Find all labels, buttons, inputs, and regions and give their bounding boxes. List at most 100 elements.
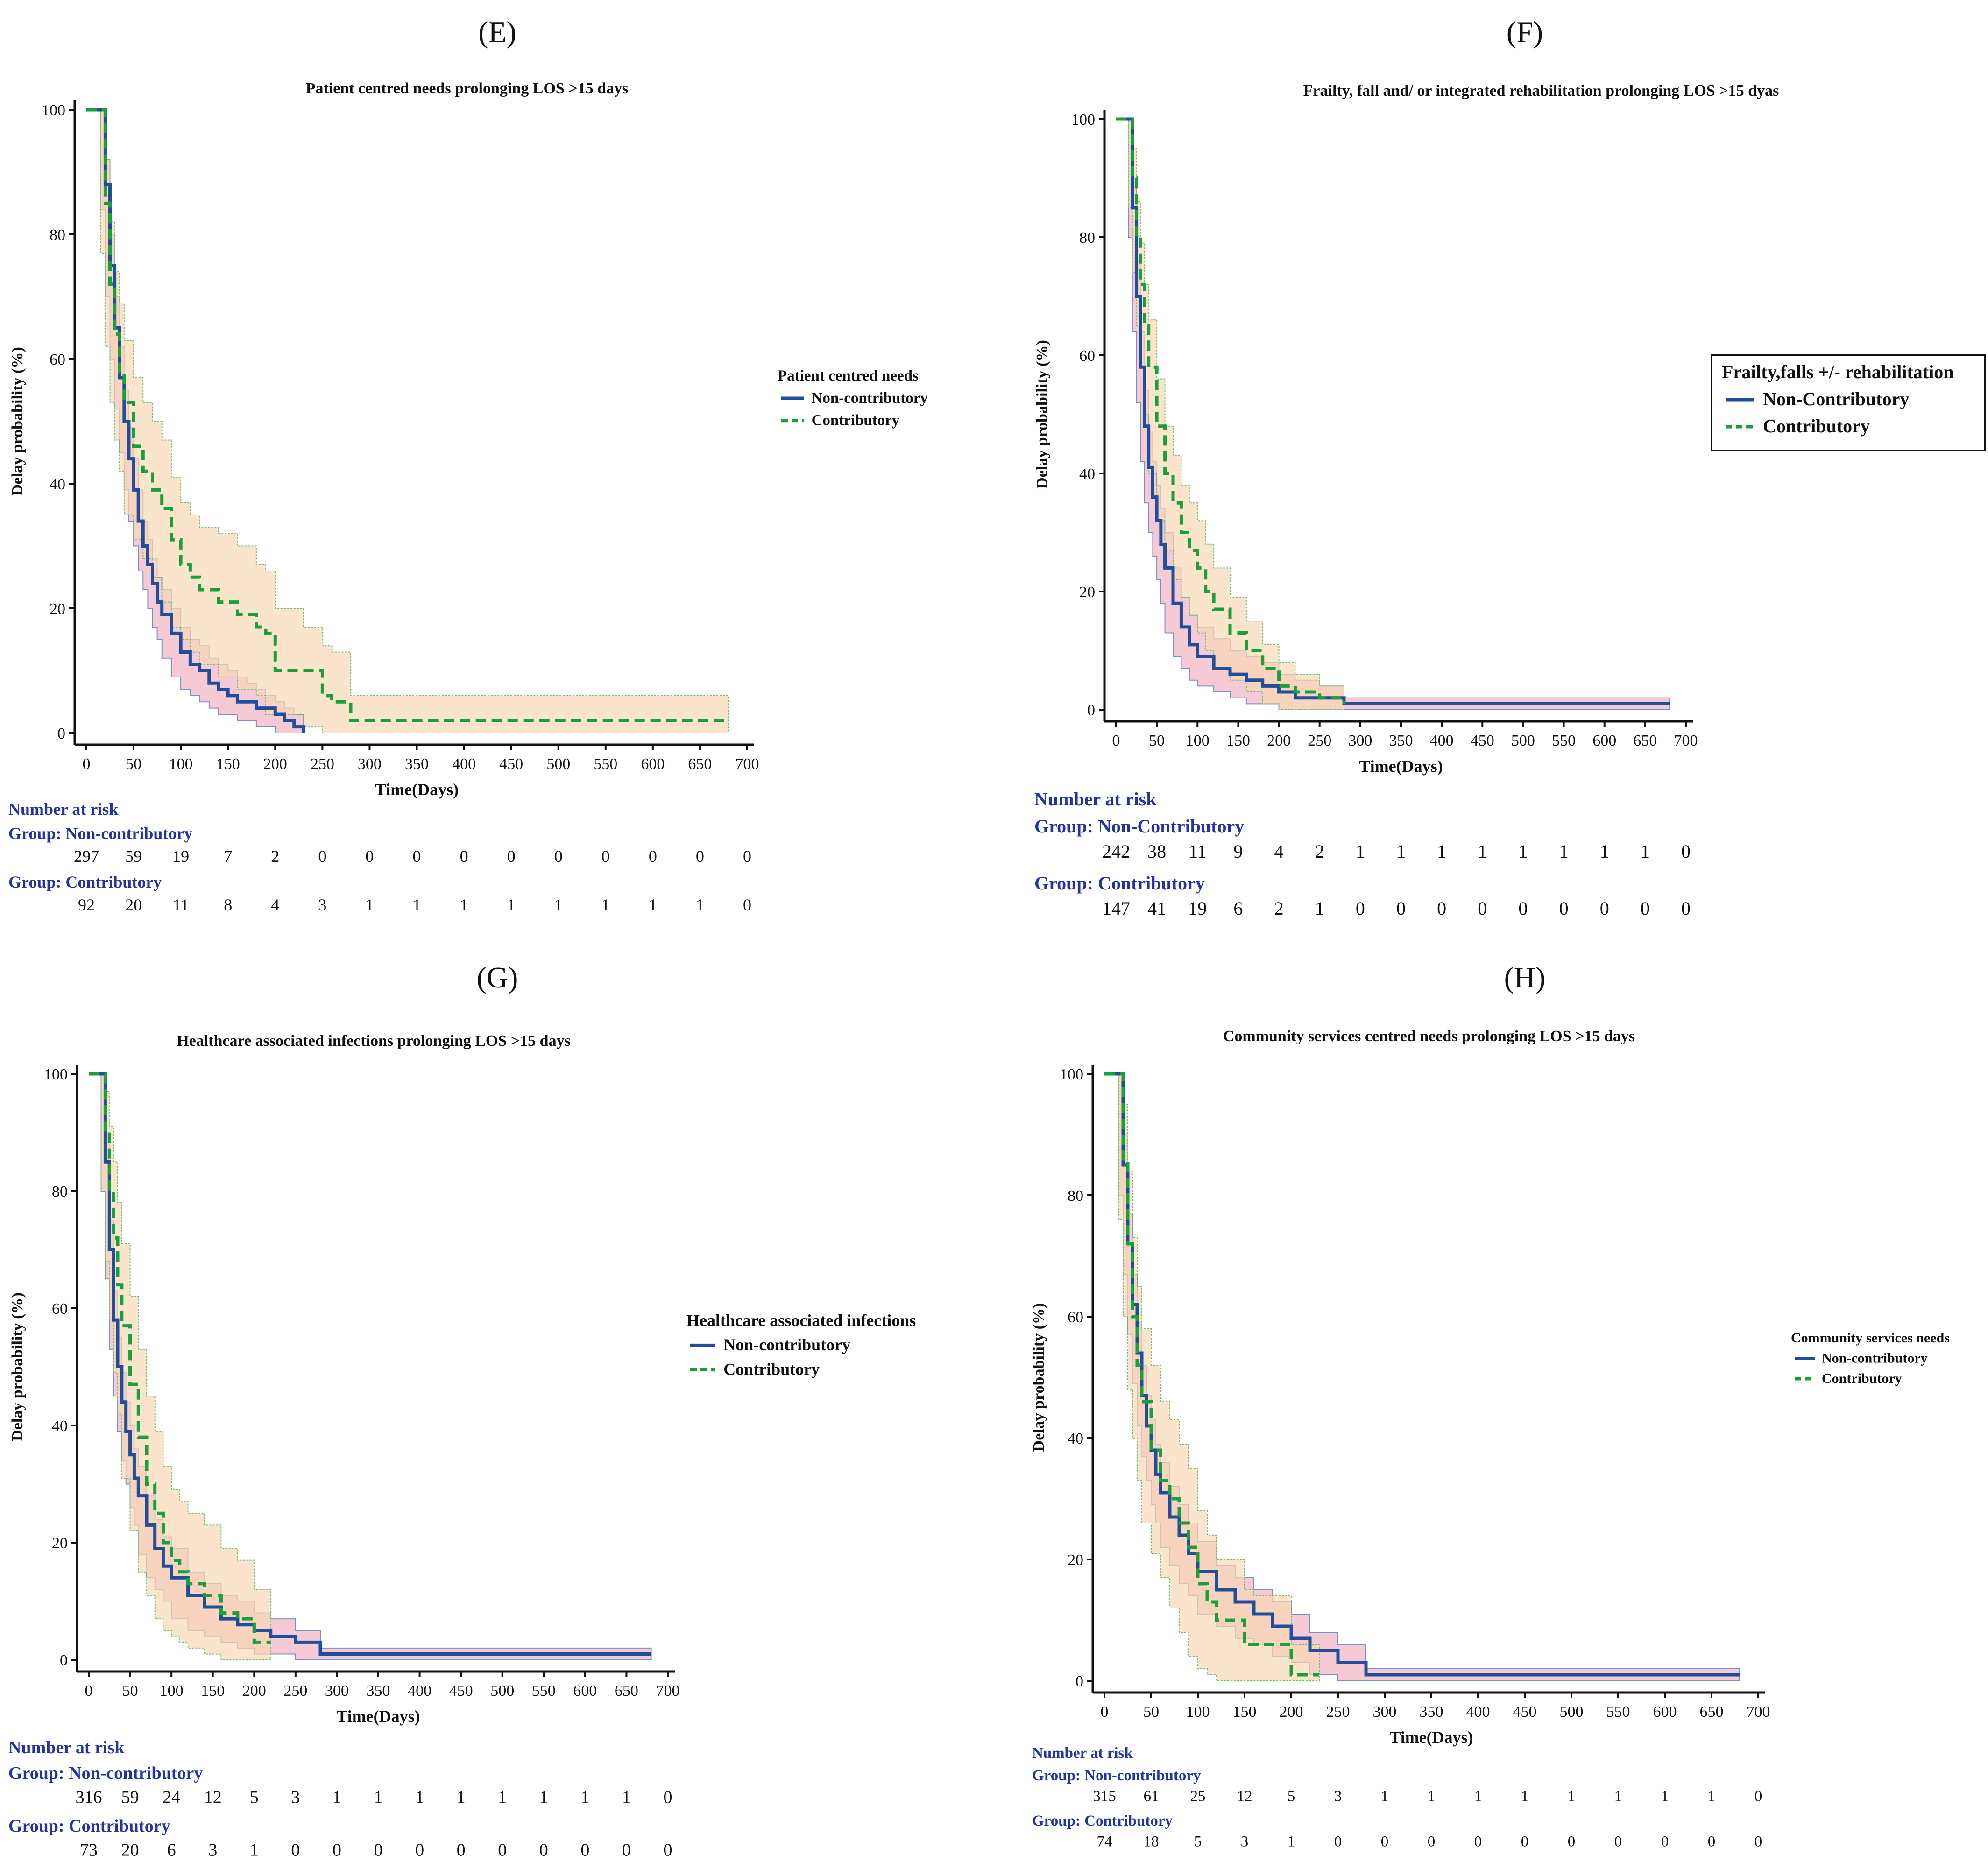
legend: Community services needs Non-contributory… xyxy=(1791,1330,1950,1386)
panel-label: (F) xyxy=(1507,15,1543,49)
x-tick-label: 150 xyxy=(1226,732,1250,749)
legend-label: Contributory xyxy=(1822,1371,1902,1386)
y-tick-label: 100 xyxy=(42,102,65,119)
x-tick-label: 700 xyxy=(656,1682,680,1700)
risk-count: 0 xyxy=(664,1840,672,1860)
risk-count: 0 xyxy=(365,847,374,866)
risk-count: 1 xyxy=(1559,841,1569,862)
risk-count: 1 xyxy=(1356,841,1365,862)
x-axis-label: Time(Days) xyxy=(336,1707,420,1726)
risk-count: 2 xyxy=(271,847,279,866)
risk-count: 1 xyxy=(601,896,610,914)
risk-table-title: Number at risk xyxy=(8,1738,125,1757)
risk-count: 12 xyxy=(1237,1788,1252,1805)
risk-count: 0 xyxy=(1568,1833,1576,1850)
x-tick-label: 300 xyxy=(1348,732,1372,749)
x-tick-label: 600 xyxy=(1592,732,1616,749)
y-tick-label: 40 xyxy=(52,1418,68,1435)
risk-count: 1 xyxy=(622,1787,631,1807)
legend-label: Contributory xyxy=(1763,416,1870,437)
km-panel-F: (F) Frailty, fall and/ or integrated reha… xyxy=(1033,15,1986,919)
x-tick-label: 150 xyxy=(1233,1703,1257,1721)
risk-count: 1 xyxy=(1661,1788,1669,1805)
risk-count: 2 xyxy=(1315,841,1324,862)
km-line-non-contributory xyxy=(86,108,305,733)
risk-count: 0 xyxy=(1356,898,1365,919)
legend-label: Non-contributory xyxy=(812,390,928,407)
risk-count: 0 xyxy=(743,896,751,914)
risk-count: 19 xyxy=(172,847,189,866)
risk-count: 0 xyxy=(1478,898,1487,919)
x-tick-label: 600 xyxy=(573,1682,597,1700)
risk-count: 1 xyxy=(649,896,657,914)
risk-count: 0 xyxy=(507,847,516,866)
risk-row-label: Group: Contributory xyxy=(1034,873,1205,894)
y-tick-label: 80 xyxy=(52,1183,68,1200)
risk-count: 3 xyxy=(318,896,326,914)
y-tick-label: 20 xyxy=(50,600,65,618)
risk-count: 11 xyxy=(173,896,189,914)
risk-count: 1 xyxy=(554,896,563,914)
x-axis-label: Time(Days) xyxy=(1389,1728,1473,1747)
risk-count: 38 xyxy=(1147,841,1166,862)
risk-row-label: Group: Contributory xyxy=(8,873,162,891)
risk-count: 20 xyxy=(125,896,142,914)
risk-count: 0 xyxy=(664,1787,672,1807)
risk-count: 1 xyxy=(498,1787,507,1807)
risk-count: 0 xyxy=(1518,898,1528,919)
risk-count: 19 xyxy=(1188,898,1207,919)
x-tick-label: 500 xyxy=(1511,732,1535,749)
risk-row-label: Group: Non-Contributory xyxy=(1034,816,1244,837)
y-tick-label: 40 xyxy=(50,476,65,493)
ci-band-contributory xyxy=(89,1073,271,1660)
chart-title: Patient centred needs prolonging LOS >15… xyxy=(306,80,629,97)
risk-count: 1 xyxy=(1568,1788,1576,1805)
x-tick-label: 300 xyxy=(1373,1703,1397,1721)
x-tick-label: 100 xyxy=(169,755,193,773)
legend-title: Community services needs xyxy=(1791,1330,1950,1346)
km-panel-G: (G) Healthcare associated infections prol… xyxy=(8,961,916,1860)
km-panel-E: (E) Patient centred needs prolonging LOS … xyxy=(8,15,928,914)
risk-count: 0 xyxy=(460,847,468,866)
risk-count: 0 xyxy=(374,1840,383,1860)
x-tick-label: 450 xyxy=(1471,732,1494,749)
risk-count: 1 xyxy=(1614,1788,1622,1805)
x-tick-label: 500 xyxy=(1560,1703,1584,1721)
x-tick-label: 150 xyxy=(201,1682,225,1700)
legend-label: Contributory xyxy=(723,1360,820,1378)
chart-title: Community services centred needs prolong… xyxy=(1223,1028,1635,1045)
risk-count: 1 xyxy=(1478,841,1487,862)
risk-count: 315 xyxy=(1093,1788,1116,1805)
risk-row-label: Group: Contributory xyxy=(1032,1813,1173,1829)
risk-count: 1 xyxy=(365,896,374,914)
legend: Patient centred needs Non-contributory Con… xyxy=(778,367,928,429)
risk-count: 41 xyxy=(1147,898,1166,919)
y-tick-label: 0 xyxy=(1075,1673,1083,1690)
x-tick-label: 300 xyxy=(325,1682,349,1700)
legend-box xyxy=(1711,354,1986,451)
x-tick-label: 50 xyxy=(1143,1703,1159,1721)
risk-count: 59 xyxy=(121,1787,139,1807)
x-tick-label: 550 xyxy=(594,755,617,773)
risk-count: 297 xyxy=(74,847,99,866)
legend-title: Frailty,falls +/- rehabilitation xyxy=(1722,361,1953,382)
risk-count: 0 xyxy=(649,847,657,866)
x-tick-label: 700 xyxy=(1674,732,1698,749)
y-tick-label: 80 xyxy=(1079,229,1095,247)
risk-count: 1 xyxy=(333,1787,341,1807)
risk-count: 0 xyxy=(1681,841,1691,862)
x-tick-label: 0 xyxy=(1101,1703,1109,1721)
legend-label: Contributory xyxy=(812,412,900,429)
risk-count: 74 xyxy=(1097,1833,1112,1850)
y-axis-label: Delay probability (%) xyxy=(1033,340,1051,489)
risk-count: 0 xyxy=(539,1840,548,1860)
x-tick-label: 100 xyxy=(160,1682,184,1700)
panel-label: (E) xyxy=(478,15,516,49)
risk-count: 1 xyxy=(457,1787,466,1807)
risk-count: 0 xyxy=(1641,898,1650,919)
x-axis-label: Time(Days) xyxy=(375,780,459,799)
x-tick-label: 50 xyxy=(122,1682,138,1700)
